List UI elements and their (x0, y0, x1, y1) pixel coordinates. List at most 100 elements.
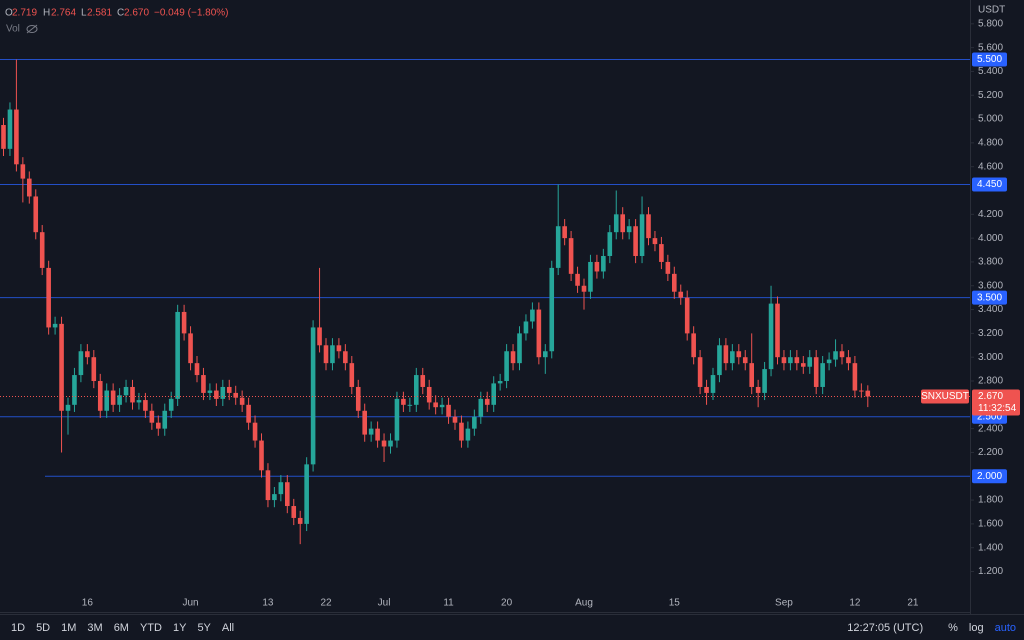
candle-body (536, 309, 542, 358)
candle-body (156, 422, 161, 429)
candle-body (762, 369, 767, 393)
candle-body (859, 390, 864, 392)
x-tick-label: 13 (262, 598, 274, 609)
candle-body (420, 375, 426, 387)
y-tick-label: 5.400 (978, 66, 1003, 77)
candle-body (446, 404, 451, 417)
percent-toggle[interactable]: % (948, 621, 958, 634)
y-tick-label: 1.600 (978, 519, 1003, 530)
y-tick-label: 3.600 (978, 280, 1003, 291)
candle-body (20, 164, 26, 179)
x-tick-label: Aug (575, 598, 593, 609)
y-tick-label: 1.800 (978, 495, 1003, 506)
candle-body (7, 109, 13, 149)
candle-body (136, 400, 142, 403)
candle-body (343, 351, 348, 364)
candle-body (865, 390, 871, 397)
y-tick-label: 3.200 (978, 328, 1003, 339)
x-tick-label: 20 (501, 598, 513, 609)
change: −0.049 (−1.80%) (154, 8, 229, 19)
candle-body (568, 238, 574, 274)
range-button[interactable]: 5D (36, 621, 51, 634)
x-tick-label: 22 (320, 598, 332, 609)
candle-body (613, 214, 619, 233)
candle-body (781, 357, 787, 364)
range-button[interactable]: 1M (61, 621, 77, 634)
candle-body (194, 363, 200, 376)
candle-body (607, 232, 613, 256)
candle-body (839, 351, 845, 358)
countdown: 11:32:54 (978, 403, 1017, 414)
candle-body (323, 345, 329, 364)
candle-body (562, 226, 567, 239)
x-tick-label: 15 (669, 598, 681, 609)
candle-body (465, 428, 471, 441)
candle-body (601, 255, 606, 272)
candle-body (123, 386, 129, 396)
candle-body (433, 402, 438, 408)
range-button[interactable]: 1Y (172, 621, 187, 634)
candle-body (820, 363, 825, 387)
range-button[interactable]: 6M (113, 621, 129, 634)
candle-body (575, 273, 580, 286)
candle-body (265, 470, 271, 501)
candle-body (472, 416, 477, 429)
ohlc-key: O (5, 8, 13, 19)
candle-body (730, 351, 735, 364)
candle-body (207, 390, 213, 393)
candle-body (581, 285, 587, 292)
range-button[interactable]: 5Y (197, 621, 211, 634)
candle-body (549, 267, 555, 352)
range-button[interactable]: 1D (11, 621, 26, 634)
candle-body (355, 386, 361, 411)
log-toggle[interactable]: log (968, 621, 984, 634)
level-tag (972, 469, 1007, 484)
candle-body (201, 375, 206, 393)
range-button[interactable]: 3M (87, 621, 103, 634)
candle-body (736, 351, 742, 358)
y-tick-label: 3.400 (978, 304, 1003, 315)
ohlc-key: L (81, 8, 87, 19)
candle-body (381, 440, 387, 447)
range-button[interactable]: YTD (139, 621, 162, 634)
level-tag (972, 52, 1007, 67)
candle-body (555, 226, 561, 268)
candle-body (27, 178, 32, 197)
candle-body (259, 440, 264, 471)
x-tick-label: 11 (443, 598, 454, 609)
candle-body (304, 464, 309, 524)
clock[interactable]: 12:27:05 (UTC) (847, 621, 924, 634)
candle-body (97, 381, 103, 411)
candle-body (691, 333, 696, 358)
candle-body (523, 321, 529, 334)
candle-body (181, 311, 187, 334)
symbol-tag (921, 389, 969, 404)
candle-body (672, 273, 677, 292)
candle-body (330, 345, 335, 364)
x-tick-label: Sep (775, 598, 793, 609)
candle-body (639, 214, 645, 256)
x-tick-label: 21 (907, 598, 919, 609)
candle-body (297, 517, 303, 524)
candle-body (794, 357, 800, 364)
candle-body (39, 232, 45, 268)
auto-toggle[interactable]: auto (994, 621, 1016, 634)
candle-body (710, 375, 716, 393)
candle-body (588, 261, 593, 292)
range-button[interactable]: All (221, 621, 235, 634)
candle-body (168, 398, 174, 411)
candle-body (220, 386, 226, 399)
candle-body (801, 363, 806, 367)
ohlc-value: 2.764 (51, 8, 76, 19)
candle-body (214, 390, 219, 399)
x-tick-label: 16 (82, 598, 94, 609)
toolbar: 1D 5D 1M 3M 6M YTD 1Y 5Y All 12:27:05 (UTC)% log au… (0, 614, 1024, 640)
candle-body (833, 351, 838, 360)
candle-body (246, 404, 251, 423)
candle-body (620, 214, 625, 233)
y-tick-label: 5.200 (978, 90, 1003, 101)
eye-icon[interactable] (26, 25, 38, 33)
ohlc-header: O 2.719 H 2.764 L 2.581 C 2.670 −0.049 (… (5, 8, 229, 35)
candle-body (510, 351, 516, 364)
candle-body (723, 345, 729, 364)
